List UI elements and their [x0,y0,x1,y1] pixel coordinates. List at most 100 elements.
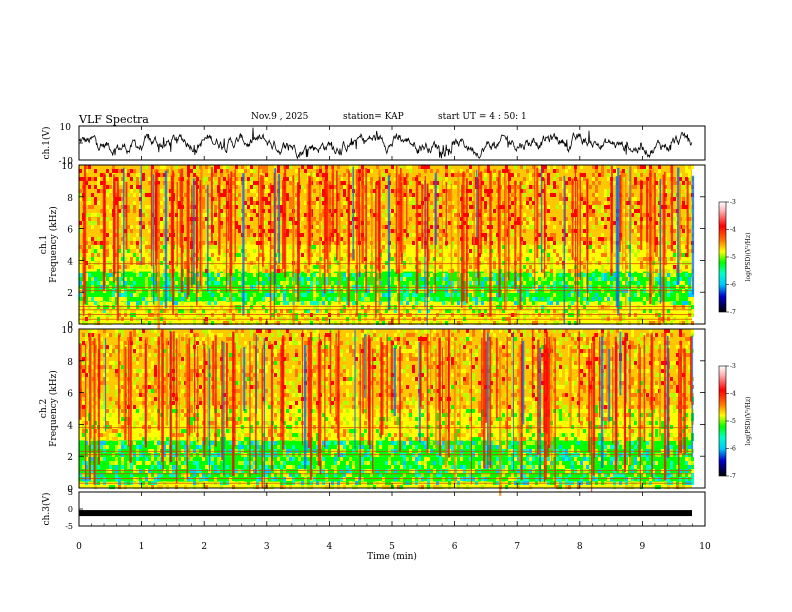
ch1-spectrogram-cell [94,253,97,257]
ch1-spectrogram-cell [562,245,565,249]
ch1-spectrogram-streak [686,177,689,258]
ch1-spectrogram-cell [670,301,673,305]
ch1-spectrogram-cell [373,309,376,313]
ch1-spectrogram-cell [178,277,181,281]
ch1-spectrogram-cell [661,229,664,233]
ch1-spectrogram-cell [139,213,142,217]
ch1-spectrogram-streak [274,168,277,285]
ch1-spectrogram-cell [340,201,343,205]
ch1-spectrogram-cell [322,209,325,213]
ch1-spectrogram-cell [547,309,550,313]
ch1-spectrogram-cell [481,189,484,193]
ch1-spectrogram-cell [124,293,127,297]
ch1-spectrogram-cell [550,241,553,245]
ch1-spectrogram-cell [253,201,256,205]
ch1-spectrogram-cell [307,169,310,173]
ch1-spectrogram-cell [655,293,658,297]
ch1-spectrogram-cell [322,165,325,169]
ch2-spectrogram-cell [373,333,376,337]
ch1-spectrogram-cell [127,225,130,229]
ch1-spectrogram-cell [220,217,223,221]
ch1-spectrogram-cell [547,253,550,257]
ch1-spectrogram-cell [625,293,628,297]
ch1-spectrogram-streak [192,178,195,285]
ch1-spectrogram-cell [184,249,187,253]
ch1-spectrogram-cell [208,237,211,241]
ch1-spectrogram-cell [343,189,346,193]
ch1-spectrogram-cell [493,313,496,317]
ch1-spectrogram-cell [511,245,514,249]
ch1-spectrogram-cell [394,205,397,209]
ch1-spectrogram-cell [517,217,520,221]
ch1-spectrogram-cell [268,189,271,193]
ch1-spectrogram-cell [595,261,598,265]
ch1-spectrogram-cell [127,261,130,265]
ch1-spectrogram-cell [169,321,172,325]
ch1-spectrogram-cell [589,309,592,313]
ch1-spectrogram-cell [634,169,637,173]
ch1-spectrogram-cell [577,201,580,205]
ch1-spectrogram-cell [685,165,688,169]
ch1-spectrogram-cell [430,205,433,209]
ch1-spectrogram-cell [391,297,394,301]
ch1-spectrogram-cell [430,225,433,229]
ch1-spectrogram-cell [280,293,283,297]
ch1-spectrogram-cell [154,169,157,173]
ch1-spectrogram-cell [238,249,241,253]
ch1-spectrogram-streak [242,173,245,316]
ch1-spectrogram-cell [238,193,241,197]
ch1-spectrogram-cell [568,245,571,249]
ch1-spectrogram-cell [532,225,535,229]
ch1-spectrogram-cell [307,281,310,285]
ch1-spectrogram-cell [334,257,337,261]
ch1-spectrogram-cell [346,257,349,261]
ch1-spectrogram-cell [124,321,127,325]
ch1-spectrogram-cell [151,297,154,301]
ch1-spectrogram-streak [571,178,574,260]
ch1-spectrogram-cell [139,309,142,313]
ch1-spectrogram-cell [346,301,349,305]
ch1-spectrogram-cell [79,269,82,273]
ch1-spectrogram-cell [253,269,256,273]
ch1-spectrogram-cell [661,205,664,209]
ch1-spectrogram-colorbar-tick-label: -3 [730,199,736,206]
ch1-spectrogram-cell [112,301,115,305]
ch2-spectrogram-cell [313,329,316,333]
ch1-spectrogram-cell [130,257,133,261]
ch1-spectrogram-cell [259,321,262,325]
ch1-spectrogram-cell [643,213,646,217]
ch1-spectrogram-cell [571,313,574,317]
ch1-spectrogram-cell [139,245,142,249]
ch1-spectrogram-cell [421,181,424,185]
ch1-spectrogram-cell [253,249,256,253]
ch1-spectrogram-cell [121,205,124,209]
ch1-spectrogram-cell [250,173,253,177]
ch1-spectrogram-cell [268,249,271,253]
ch1-spectrogram-cell [403,273,406,277]
ch1-spectrogram-cell [127,237,130,241]
ch1-spectrogram-cell [517,301,520,305]
ch1-spectrogram-cell [118,217,121,221]
ch2-spectrogram-cell [595,329,598,333]
ch1-spectrogram-cell [277,301,280,305]
ch1-spectrogram-cell [547,261,550,265]
ch1-spectrogram-cell [118,229,121,233]
ch1-spectrogram-cell [322,249,325,253]
ch2-spectrogram-cell [610,329,613,333]
ch2-spectrogram-cell [88,329,91,333]
ch1-spectrogram-cell [133,293,136,297]
ch1-spectrogram-cell [91,241,94,245]
ch1-spectrogram-cell [493,269,496,273]
ch1-spectrogram-cell [412,249,415,253]
ch1-spectrogram-cell [601,217,604,221]
ch1-spectrogram-cell [547,165,550,169]
ch1-spectrogram-cell [202,309,205,313]
ch2-spectrogram-cell [250,333,253,337]
ch1-spectrogram-cell [433,181,436,185]
ch1-spectrogram-cell [670,321,673,325]
ch1-spectrogram-cell [163,221,166,225]
ch1-spectrogram-cell [160,241,163,245]
ch1-spectrogram-cell [553,221,556,225]
ch1-spectrogram-cell [277,269,280,273]
ch1-spectrogram-cell [220,237,223,241]
